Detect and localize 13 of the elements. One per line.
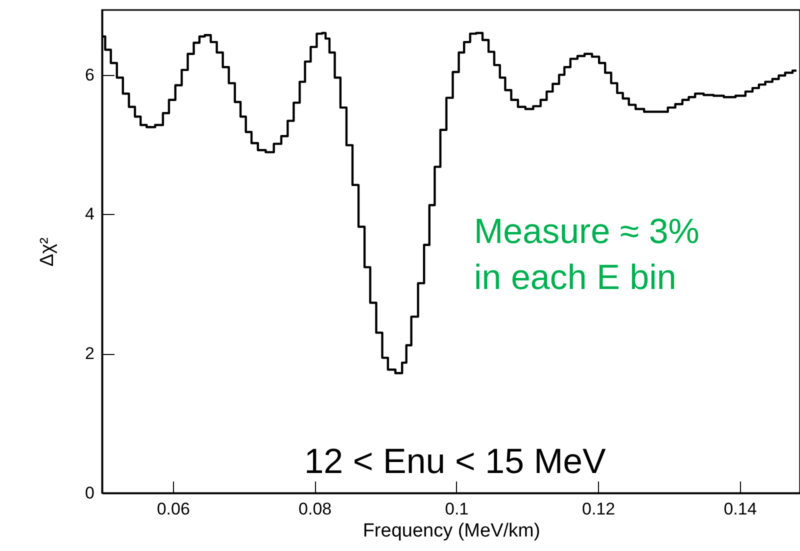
y-axis-title: Δχ² [37,238,58,266]
x-axis-title: Frequency (MeV/km) [362,520,540,542]
x-tick-label: 0.12 [582,500,616,518]
y-tick-label: 6 [85,65,94,84]
annotation: Measure ≈ 3% in each E bin [474,212,700,297]
x-tick-label: 0.1 [444,500,469,518]
y-tick-label: 2 [85,344,94,364]
y-tick-label: 0 [85,484,94,502]
x-tick-label: 0.14 [724,500,757,518]
x-tick-label: 0.06 [156,500,190,518]
annotation: 12 < Enu < 15 MeV [304,442,606,481]
x-tick-label: 0.08 [298,500,332,518]
y-tick-label: 4 [85,204,94,224]
